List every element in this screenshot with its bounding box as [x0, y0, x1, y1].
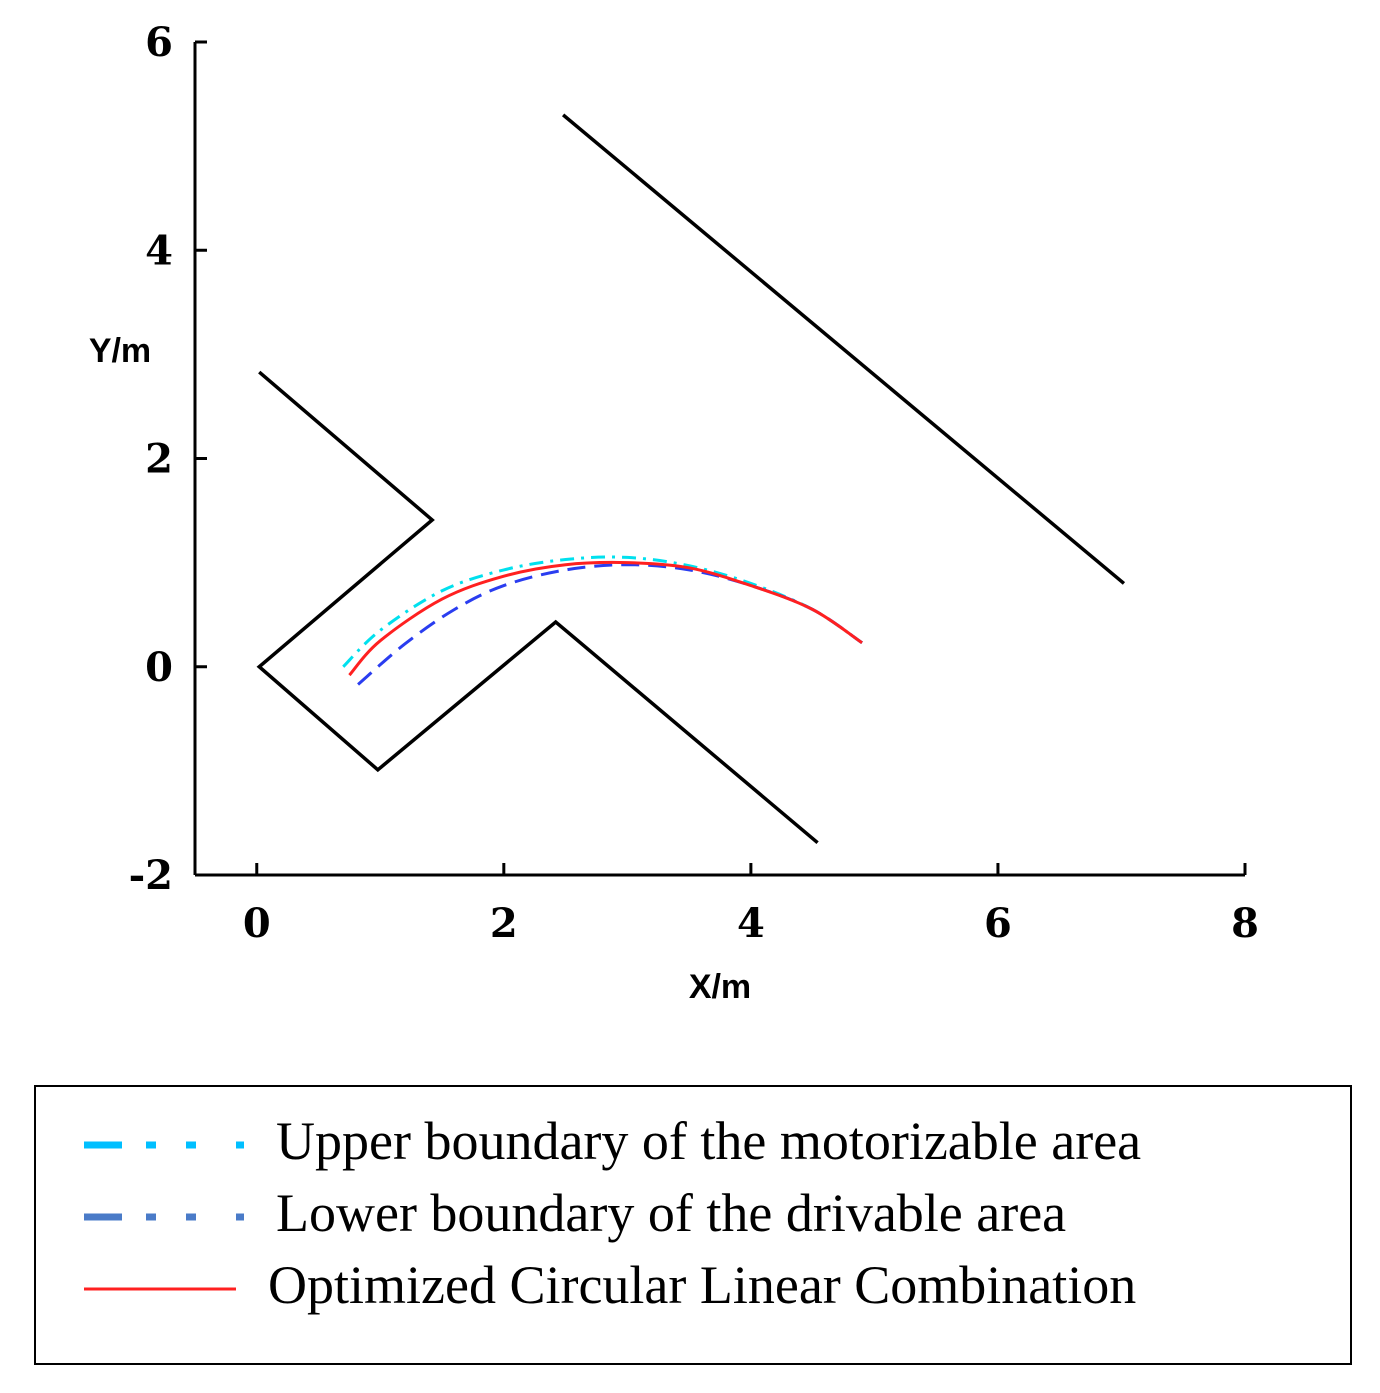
x-tick-label: 4	[737, 900, 765, 947]
chart: 0 2 4 6 8 -2 0 2 4 6 X/m Y/m	[89, 19, 1259, 1006]
left-wall	[256, 370, 819, 845]
legend-item-lower: Lower boundary of the drivable area	[36, 1179, 1350, 1249]
y-tick-label: 4	[145, 227, 173, 274]
legend-label-lower: Lower boundary of the drivable area	[276, 1183, 1067, 1243]
x-tick-label: 8	[1231, 900, 1259, 947]
x-tick-label: 0	[243, 900, 271, 947]
legend-swatch-lower	[84, 1213, 244, 1221]
legend: Upper boundary of the motorizable area L…	[34, 1085, 1352, 1365]
x-axis-label: X/m	[689, 968, 751, 1006]
axes	[193, 40, 1247, 877]
legend-swatch-upper	[84, 1141, 244, 1149]
legend-item-upper: Upper boundary of the motorizable area	[36, 1107, 1350, 1177]
y-tick-label: -2	[129, 852, 173, 899]
y-tick-label: 6	[145, 19, 173, 66]
x-tick-label: 6	[984, 900, 1012, 947]
series-line-2	[348, 560, 863, 677]
y-axis-label: Y/m	[89, 332, 151, 370]
y-tick-label: 2	[145, 436, 173, 483]
legend-swatch-optimized	[84, 1287, 236, 1291]
legend-label-optimized: Optimized Circular Linear Combination	[268, 1255, 1137, 1315]
y-tick-label: 0	[145, 644, 173, 691]
obstacle-walls	[256, 113, 1126, 845]
data-series	[342, 555, 863, 686]
legend-item-optimized: Optimized Circular Linear Combination	[36, 1251, 1350, 1321]
right-wall	[561, 113, 1126, 585]
tick-labels: 0 2 4 6 8 -2 0 2 4 6	[129, 19, 1259, 947]
legend-label-upper: Upper boundary of the motorizable area	[276, 1111, 1142, 1171]
x-tick-label: 2	[490, 900, 518, 947]
